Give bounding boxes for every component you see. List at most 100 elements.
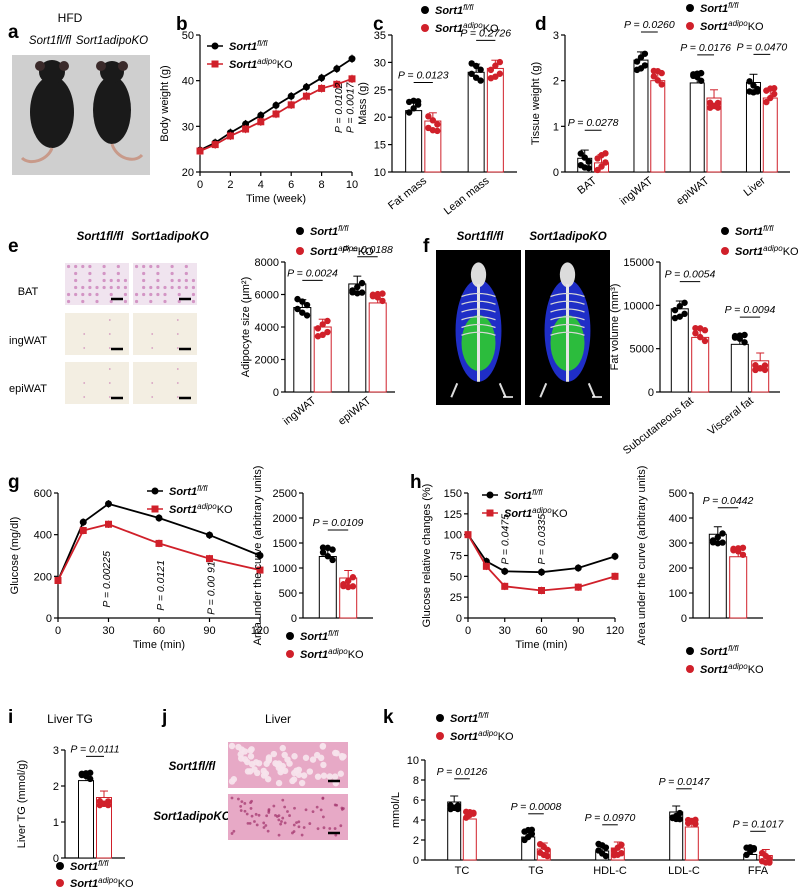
- legend-ko: Sort1adipoKO: [229, 57, 293, 71]
- data-point: [196, 147, 204, 155]
- data-point: [750, 844, 758, 852]
- tissue-cell: [123, 299, 128, 304]
- nucleus: [267, 808, 271, 811]
- tissue-cell: [191, 285, 196, 290]
- data-point: [654, 77, 661, 84]
- data-point: [303, 312, 311, 319]
- nucleus: [248, 821, 252, 825]
- tissue-cell: [83, 333, 86, 335]
- tissue-cell: [74, 264, 78, 269]
- tissue-cell: [134, 292, 139, 297]
- data-point: [692, 330, 699, 337]
- tissue-cell: [151, 347, 154, 349]
- series-line-ctrl: [57, 502, 261, 581]
- y-axis-label: Adipocyte size (μm²): [240, 277, 252, 377]
- data-point: [602, 844, 610, 851]
- y-tick-label: 5000: [630, 344, 654, 356]
- panel-i-title: Liver TG: [47, 712, 93, 726]
- nucleus: [274, 813, 277, 817]
- data-point: [602, 150, 609, 157]
- ct-rib: [550, 300, 585, 305]
- x-axis-label: Time (min): [133, 639, 185, 651]
- lipid-droplet: [279, 744, 286, 752]
- lipid-droplet: [255, 760, 263, 767]
- data-point: [345, 583, 352, 591]
- panel-j-title: Liver: [265, 712, 291, 726]
- lipid-droplet: [295, 771, 303, 778]
- data-point: [294, 295, 301, 303]
- data-point: [302, 83, 310, 91]
- data-point: [324, 553, 331, 560]
- data-point: [730, 545, 737, 553]
- ct-rib: [550, 316, 585, 321]
- nucleus: [292, 830, 296, 833]
- legend-marker-ctrl: [721, 227, 729, 235]
- data-point: [410, 105, 417, 112]
- nucleus: [257, 813, 261, 817]
- data-point: [770, 85, 778, 92]
- nucleus: [230, 832, 234, 835]
- legend-ctrl: Sort1fl/fl: [300, 629, 339, 643]
- data-point: [611, 552, 619, 560]
- data-point: [658, 81, 665, 88]
- category-label: ingWAT: [281, 395, 318, 428]
- nucleus: [246, 821, 250, 825]
- tissue-cell: [95, 285, 99, 290]
- y-tick-label: 6000: [255, 290, 279, 302]
- panel-label-d: d: [535, 14, 547, 35]
- nucleus: [311, 810, 315, 814]
- tissue-cell: [177, 278, 181, 283]
- data-point: [731, 332, 739, 340]
- p-annotation: P = 0.0335: [536, 514, 548, 565]
- bar-ko: [691, 336, 710, 393]
- data-point: [79, 527, 87, 534]
- y-tick-label: 8: [413, 775, 419, 787]
- tissue-cell: [191, 292, 196, 297]
- tissue-cell: [177, 285, 181, 290]
- data-point: [302, 92, 310, 100]
- nucleus: [250, 814, 254, 818]
- lipid-droplet: [272, 760, 279, 767]
- data-point: [538, 587, 545, 594]
- tissue-cell: [88, 278, 92, 283]
- p-annotation: P = 0.0017: [345, 81, 357, 133]
- lipid-droplet: [275, 779, 283, 787]
- data-point: [319, 544, 327, 551]
- data-point: [598, 163, 605, 170]
- data-point: [287, 101, 295, 109]
- x-tick-label: 90: [203, 625, 215, 637]
- y-tick-label: 25: [374, 85, 386, 97]
- data-point: [414, 98, 422, 105]
- nucleus: [264, 824, 268, 827]
- data-point: [714, 534, 721, 541]
- data-point: [257, 111, 265, 119]
- legend-ko: Sort1adipoKO: [700, 662, 764, 676]
- nucleus: [335, 803, 339, 807]
- data-point: [318, 74, 326, 82]
- p-annotation: P = 0.00225: [101, 551, 113, 608]
- panel-label-i: i: [8, 707, 13, 728]
- data-point: [105, 520, 112, 528]
- tissue-cell: [149, 292, 153, 297]
- x-tick-label: 30: [102, 625, 114, 637]
- lipid-droplet: [291, 753, 298, 760]
- legend-marker-ko: [296, 247, 304, 255]
- micrograph-grid: [65, 263, 197, 404]
- data-point: [349, 287, 356, 294]
- data-point: [736, 335, 743, 342]
- legend-marker-ctrl: [421, 6, 429, 14]
- data-point: [641, 50, 649, 57]
- x-tick-label: 10: [346, 179, 358, 191]
- p-value: P = 0.2726: [460, 27, 511, 39]
- legend-ko: Sort1adipoKO: [300, 647, 364, 661]
- data-point: [709, 537, 717, 544]
- data-point: [697, 69, 705, 77]
- y-tick-label: 25: [450, 592, 462, 604]
- y-tick-label: 0: [273, 387, 279, 399]
- tissue-cell: [184, 278, 188, 283]
- data-point: [470, 810, 477, 817]
- y-tick-label: 40: [182, 76, 194, 88]
- data-point: [348, 75, 356, 83]
- data-point: [226, 132, 234, 140]
